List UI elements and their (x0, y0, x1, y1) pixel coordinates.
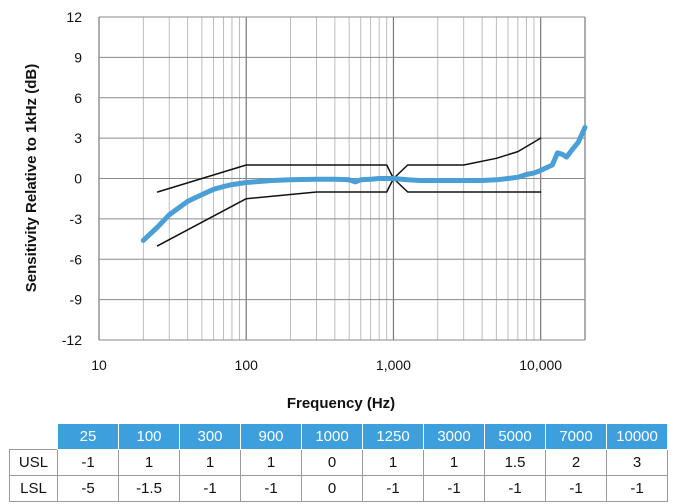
table-corner-cell (9, 423, 58, 450)
x-tick-label-1: 100 (235, 357, 259, 373)
frequency-header-cell: 5000 (484, 423, 546, 450)
table-value-cell: 1 (118, 449, 180, 476)
table-value-cell: -1 (423, 475, 485, 502)
y-tick-label-4: 0 (74, 171, 82, 187)
table-row-usl: USL -1 1 1 1 0 1 1 1.5 2 3 (9, 449, 668, 476)
table-value-cell: 3 (606, 449, 668, 476)
frequency-header-cell: 1250 (362, 423, 424, 450)
frequency-header-cell: 1000 (301, 423, 363, 450)
table-value-cell: 0 (301, 449, 363, 476)
y-tick-label-3: 3 (74, 130, 82, 146)
lsl-limit-line (156, 177, 542, 247)
table-value-cell: 1.5 (484, 449, 546, 476)
table-value-cell: 2 (545, 449, 607, 476)
table-value-cell: -1 (240, 475, 302, 502)
frequency-header-cell: 7000 (545, 423, 607, 450)
chart-series (140, 124, 588, 247)
frequency-header-cell: 300 (179, 423, 241, 450)
y-tick-label-6: -6 (70, 251, 83, 267)
table-value-cell: -1 (179, 475, 241, 502)
x-tick-label-0: 10 (91, 357, 107, 373)
y-tick-label-2: 6 (74, 90, 82, 106)
frequency-response-chart: 12 9 6 3 0 -3 -6 -9 -12 10 100 1,000 10,000 Sensiti… (23, 9, 588, 412)
y-tick-label-7: -9 (70, 292, 83, 308)
frequency-header-cell: 3000 (423, 423, 485, 450)
frequency-header-cell: 25 (57, 423, 119, 450)
x-tick-labels: 10 100 1,000 10,000 (91, 357, 562, 373)
table-header-row: 25 100 300 900 1000 1250 3000 5000 7000 10000 (9, 423, 668, 450)
frequency-header-cell: 100 (118, 423, 180, 450)
table-value-cell: 1 (240, 449, 302, 476)
table-value-cell: -1 (484, 475, 546, 502)
y-tick-labels: 12 9 6 3 0 -3 -6 -9 -12 (62, 9, 82, 348)
usl-limit-line (156, 137, 542, 193)
response-curve-line (140, 124, 588, 243)
table-value-cell: -1 (606, 475, 668, 502)
y-tick-label-0: 12 (66, 9, 82, 25)
y-tick-label-1: 9 (74, 49, 82, 65)
table-value-cell: 0 (301, 475, 363, 502)
spec-limits-table: 25 100 300 900 1000 1250 3000 5000 7000 10000 USL -… (9, 423, 668, 502)
y-axis-label: Sensitivity Relative to 1kHz (dB) (23, 64, 40, 292)
row-label-cell: LSL (9, 475, 58, 502)
row-label-cell: USL (9, 449, 58, 476)
table-value-cell: -1 (57, 449, 119, 476)
table-value-cell: 1 (423, 449, 485, 476)
frequency-header-cell: 10000 (606, 423, 668, 450)
table-value-cell: -1 (545, 475, 607, 502)
table-value-cell: 1 (362, 449, 424, 476)
x-tick-label-3: 10,000 (519, 357, 562, 373)
table-value-cell: 1 (179, 449, 241, 476)
y-tick-label-5: -3 (70, 211, 83, 227)
table-value-cell: -1 (362, 475, 424, 502)
table-value-cell: -5 (57, 475, 119, 502)
table-row-lsl: LSL -5 -1.5 -1 -1 0 -1 -1 -1 -1 -1 (9, 475, 668, 502)
y-tick-label-8: -12 (62, 332, 82, 348)
frequency-header-cell: 900 (240, 423, 302, 450)
table-value-cell: -1.5 (118, 475, 180, 502)
x-tick-label-2: 1,000 (376, 357, 411, 373)
x-axis-label: Frequency (Hz) (287, 395, 395, 412)
